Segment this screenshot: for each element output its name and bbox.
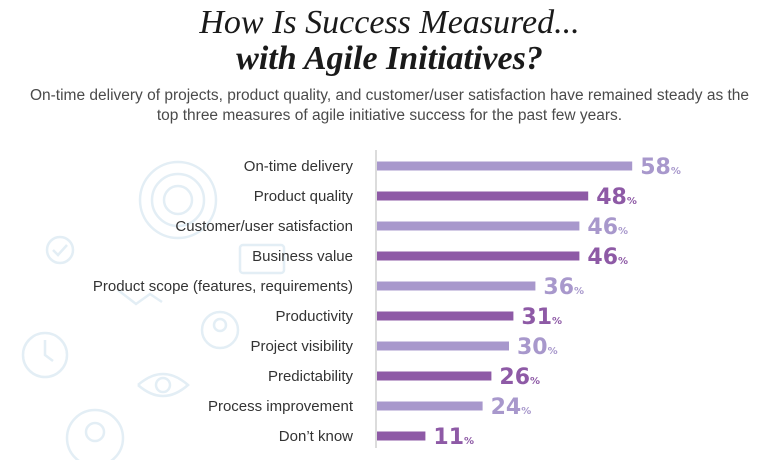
- category-label: Product quality: [254, 188, 354, 205]
- bar: [377, 431, 426, 441]
- category-label: Business value: [252, 248, 353, 265]
- percent-sign: %: [521, 406, 531, 417]
- percent-sign: %: [552, 316, 562, 327]
- category-label: Productivity: [275, 308, 353, 325]
- value-label: 36%: [543, 275, 584, 300]
- chart-title-line2: with Agile Initiatives?: [236, 40, 543, 77]
- bar: [377, 371, 492, 381]
- value-label: 46%: [587, 245, 628, 270]
- bar: [377, 341, 509, 351]
- percent-sign: %: [618, 256, 628, 267]
- bar: [377, 311, 514, 321]
- category-label: Product scope (features, requirements): [93, 278, 353, 295]
- category-label: Predictability: [268, 368, 354, 385]
- eye-icon: [137, 372, 190, 398]
- chart-title-line1: How Is Success Measured...: [199, 4, 580, 41]
- value-label: 58%: [640, 155, 681, 180]
- category-label: Don’t know: [279, 428, 353, 445]
- percent-sign: %: [671, 166, 681, 177]
- bar: [377, 161, 633, 171]
- category-label: Project visibility: [250, 338, 353, 355]
- percent-sign: %: [618, 226, 628, 237]
- person-circle-icon: [65, 408, 125, 460]
- bar: [377, 221, 580, 231]
- bar: [377, 281, 536, 291]
- monitor-icon: [238, 243, 286, 275]
- value-label: 26%: [499, 365, 540, 390]
- user-circle-icon: [200, 310, 240, 350]
- percent-sign: %: [530, 376, 540, 387]
- bar: [377, 401, 483, 411]
- chart-subtitle: On-time delivery of projects, product qu…: [29, 87, 750, 124]
- category-label: On-time delivery: [244, 158, 354, 175]
- value-label: 31%: [521, 305, 562, 330]
- percent-sign: %: [464, 436, 474, 447]
- value-label: 11%: [433, 425, 474, 450]
- value-label: 48%: [596, 185, 637, 210]
- percent-sign: %: [574, 286, 584, 297]
- stopwatch-icon: [21, 331, 69, 379]
- bar: [377, 251, 580, 261]
- percent-sign: %: [548, 346, 558, 357]
- trend-arrow-icon: [117, 289, 163, 306]
- value-label: 24%: [491, 395, 532, 420]
- category-label: Process improvement: [208, 398, 354, 415]
- bar: [377, 191, 589, 201]
- percent-sign: %: [627, 196, 637, 207]
- category-label: Customer/user satisfaction: [175, 218, 353, 235]
- value-label: 30%: [517, 335, 558, 360]
- value-label: 46%: [587, 215, 628, 240]
- target-icon: [138, 160, 218, 240]
- check-circle-icon: [45, 235, 75, 265]
